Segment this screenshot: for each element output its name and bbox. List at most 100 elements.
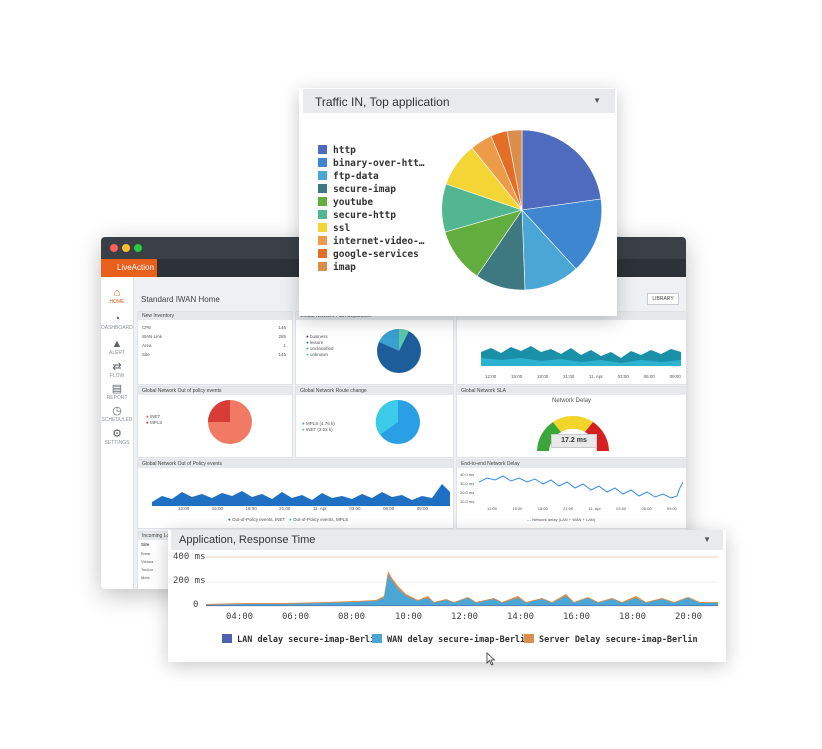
lan-delay-series [206,605,718,606]
route-change-pie [375,399,420,444]
legend-item-wan-delay[interactable]: WAN delay secure-imap-Berlin [372,634,530,645]
inventory-row-value: 145 [278,352,286,357]
legend-item-binary-over-http[interactable]: binary-over-htt… [318,158,425,169]
y-tick: 400 ms [173,552,206,562]
e2e-y-axis: 40.0 ms 30.0 ms 20.0 ms 10.0 ms [460,470,474,506]
inventory-title: New Inventory [138,312,292,320]
minimize-window-button[interactable] [122,244,130,252]
line-series [479,475,683,499]
legend-item: ● unknown [306,352,328,357]
table-row[interactable]: Vienna [141,559,154,564]
close-window-button[interactable] [110,244,118,252]
chevron-down-icon[interactable]: ▼ [593,96,601,105]
sla-panel: Global Network SLA Network Delay 17.2 ms [456,386,686,458]
legend-item-youtube[interactable]: youtube [318,197,373,208]
legend-item-internet-video[interactable]: internet-video-… [318,236,425,247]
legend-item-server-delay[interactable]: Server Delay secure-imap-Berlin [524,634,698,645]
legend-item: ● INET [146,414,161,419]
nav-scheduled-label: SCHEDULED [101,417,133,423]
nav-scheduled[interactable]: ◷ SCHEDULED [101,405,133,423]
traffic-area-x-axis: 12:00 15:00 18:00 21:00 11. Apr 03:00 06:00 09:… [485,374,681,379]
x-tick: 12:00 [451,612,479,622]
pie-slice[interactable] [521,129,602,211]
gauge-value: 17.2 ms [551,434,597,448]
nav-dashboard[interactable]: ◔ DASHBOARD [101,313,133,331]
legend-item-ssl[interactable]: ssl [318,223,350,234]
x-tick: 16:00 [563,612,591,622]
legend-item-ftp-data[interactable]: ftp-data [318,171,379,182]
legend-swatch [318,158,327,167]
brand-logo[interactable]: LiveAction [101,259,157,277]
inventory-row-label: Site [142,352,150,357]
legend-item-label: Server Delay secure-imap-Berlin [539,635,698,645]
y-tick: 200 ms [173,576,206,586]
inventory-panel: New Inventory CPE 146 WAN Link 285 Area 1 S… [137,311,293,385]
gauge-band [537,422,561,451]
nav-flow[interactable]: ⇄ FLOW [101,361,133,379]
legend-item-http[interactable]: http [318,145,356,156]
x-tick: 15:00 [211,506,223,511]
pie-slice[interactable] [521,198,603,270]
legend-swatch [318,197,327,206]
maximize-window-button[interactable] [134,244,142,252]
gauge-title: Network Delay [551,398,591,404]
path-separation-legend: ● business ● leisure ● unclassified ● un… [306,334,334,358]
nav-alert[interactable]: ▲ ALERT [101,338,133,356]
inventory-row-label: WAN Link [142,334,162,339]
x-tick: 21:00 [279,506,291,511]
legend-item-google-services[interactable]: google-services [318,249,419,260]
inventory-row: Area 1 [142,343,286,348]
x-tick: 15:00 [512,506,523,511]
e2e-x-axis: 12:00 15:00 18:00 21:00 11. Apr 03:00 06:00 09:… [487,506,677,511]
report-icon: ▤ [111,383,123,395]
e2e-delay-panel: End-to-end Network Delay 40.0 ms 30.0 ms 2… [456,459,686,529]
oop-events-chart [152,484,450,506]
legend-item-secure-imap[interactable]: secure-imap [318,184,396,195]
inventory-row-label: CPE [142,325,152,330]
incoming-header: Site [141,542,150,547]
table-row[interactable]: Metz [141,575,150,580]
e2e-legend: — Network delay (LAN + WAN + LAN) [527,517,596,522]
route-change-title: Global Network Route change [296,387,453,395]
x-tick: 09:00 [669,374,681,379]
legend-item-secure-http[interactable]: secure-http [318,210,396,221]
policy-events-panel: Global Network Out of policy events ● IN… [137,386,293,458]
traffic-in-header: Traffic IN, Top application ▼ [303,89,615,113]
pie-slice[interactable] [506,129,523,211]
nav-dashboard-label: DASHBOARD [101,325,133,331]
legend-item-label: LAN delay secure-imap-Berlin [237,635,381,645]
table-row[interactable]: Brest [141,551,151,556]
library-button[interactable]: LIBRARY [647,293,679,305]
legend-item-label: INET [149,414,161,419]
legend-item-label: business [309,334,328,339]
inventory-row: Site 145 [142,352,286,357]
legend-item-label: http [333,145,356,156]
nav-settings[interactable]: ⚙ SETTINGS [101,428,133,446]
oop-events-legend: ● Out-of-Policy events, INET ● Out-of-Po… [228,517,349,522]
nav-home-label: HOME [109,299,125,305]
nav-settings-label: SETTINGS [104,440,130,446]
legend-swatch [318,184,327,193]
chevron-down-icon[interactable]: ▼ [703,535,711,544]
legend-item-imap[interactable]: imap [318,262,356,273]
legend-item-label: youtube [333,197,374,208]
legend-swatch [318,210,327,219]
x-tick: 11. Apr [312,506,327,511]
traffic-area-chart [481,346,681,366]
alert-icon: ▲ [111,338,123,350]
nav-home[interactable]: ⌂ HOME [101,287,133,305]
legend-item-label: binary-over-htt… [333,158,425,169]
legend-swatch [318,262,327,271]
pie-slice [399,328,409,351]
x-tick: 14:00 [507,612,535,622]
table-row[interactable]: Toulon [141,567,153,572]
policy-events-legend: ● INET ● MPLS [146,414,162,426]
response-time-chart [206,556,718,607]
area-series [152,484,450,506]
legend-swatch [318,236,327,245]
policy-events-pie [208,400,252,444]
response-time-card: Application, Response Time ▼ 400 ms 200 … [168,530,726,662]
inventory-row-value: 146 [278,325,286,330]
nav-report[interactable]: ▤ REPORT [101,383,133,401]
legend-item-lan-delay[interactable]: LAN delay secure-imap-Berlin [222,634,380,645]
